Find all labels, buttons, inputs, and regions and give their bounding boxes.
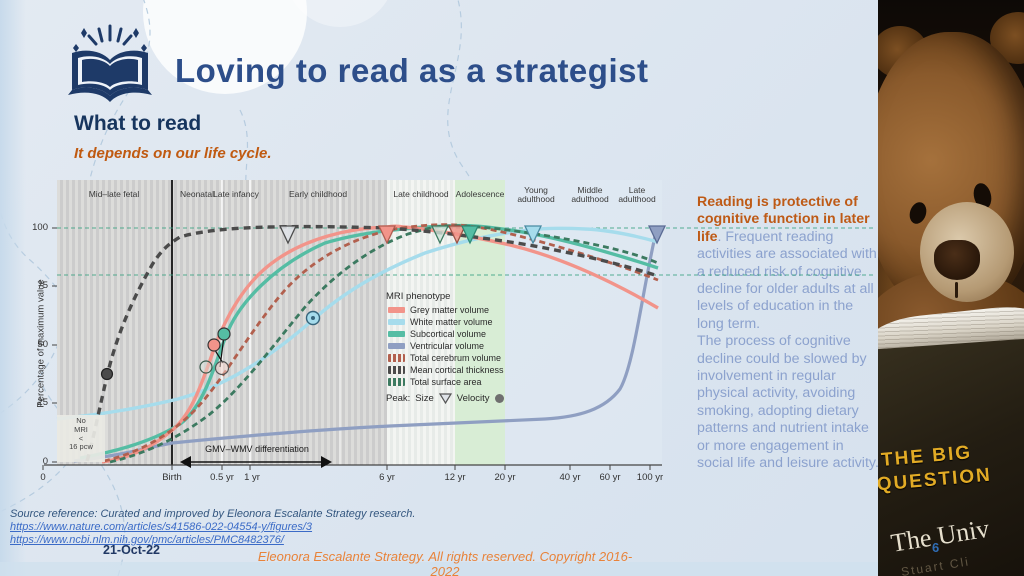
peak-velocity-label: Velocity [456,393,490,404]
phase-neonatal: Neonatal [179,189,215,200]
brain-lifespan-chart: Mid–late fetal Neonatal Late infancy Ear… [30,175,880,510]
peak-size-triangle-icon [438,393,452,404]
source-link-ncbi[interactable]: https://www.ncbi.nlm.nih.gov/pmc/article… [10,534,284,546]
tagline: It depends on our life cycle. [74,145,272,162]
phase-late-infancy: Late infancy [213,189,259,200]
chart-plot-svg [42,180,876,470]
side-note-lead-rest: . Frequent reading activities are associ… [697,228,877,332]
bear-mouth [955,282,958,298]
source-reference-line: Source reference: Curated and improved b… [10,508,416,520]
legend-swatch-grey-matter [388,307,405,313]
page-title: Loving to read as a strategist [175,52,649,89]
xtick-20yr: 20 yr [494,472,516,483]
copyright-footer: Eleonora Escalante Strategy. All rights … [257,549,633,576]
xtick-40yr: 40 yr [559,472,581,483]
side-note-paragraph-1: Reading is protective of cognitive funct… [697,194,881,333]
legend-label: Mean cortical thickness [410,365,504,375]
book-cover: THE BIG QUESTION The Univ Stuart Cli [878,337,1024,576]
legend-title: MRI phenotype [386,291,451,302]
ytick-0: 0 [42,456,48,467]
side-note-lead: Reading is protective of cognitive funct… [697,194,870,245]
xtick-6yr: 6 yr [379,472,395,483]
legend-label: Subcortical volume [410,329,487,339]
legend-label: Ventricular volume [410,341,485,351]
no-mri-note: No MRI < 16 pcw [57,415,105,462]
book-author: Stuart Cli [900,554,971,576]
xtick-12yr: 12 yr [444,472,466,483]
source-link-nature[interactable]: https://www.nature.com/articles/s41586-0… [10,521,313,533]
section-heading: What to read [74,112,202,135]
peak-label: Peak: [386,393,411,404]
book-subtitle: The Univ [888,513,992,558]
legend-swatch-cortical-thickness [388,366,405,374]
ytick-75: 75 [37,280,48,291]
phase-adolescence: Adolescence [455,189,505,200]
legend-label: Total cerebrum volume [410,353,502,363]
phase-late-childhood: Late childhood [393,189,449,200]
teddy-bear-photo: THE BIG QUESTION The Univ Stuart Cli 6 [878,0,1024,576]
peak-size-label: Size [415,393,434,404]
bottom-edge-band [0,562,878,576]
left-edge-gradient [0,0,26,576]
legend-swatch-surface-area [388,378,405,386]
xtick-60yr: 60 yr [599,472,621,483]
xtick-100yr: 100 yr [636,472,664,483]
legend-swatch-cerebrum [388,354,405,362]
side-note: Reading is protective of cognitive funct… [697,194,881,473]
gmv-wmv-annotation: GMV–WMV differentiation [205,444,309,454]
ytick-100: 100 [32,222,48,233]
legend-swatch-subcortical [388,331,405,337]
open-book-sparkles-icon [68,24,152,102]
legend-label: White matter volume [410,317,493,327]
xtick-0-5yr: 0.5 yr [210,472,234,483]
xtick-birth: Birth [162,472,182,483]
legend-label: Grey matter volume [410,305,490,315]
phase-young-adulthood: Young adulthood [517,184,555,204]
side-note-paragraph-2: The process of cognitive decline could b… [697,333,879,472]
phase-mid-late-fetal: Mid–late fetal [88,189,140,200]
phase-early-childhood: Early childhood [288,189,348,200]
legend-swatch-ventricular [388,343,405,349]
ytick-50: 50 [37,339,48,350]
xtick-1yr: 1 yr [244,472,260,483]
peak-velocity-circle-icon [494,394,504,403]
chart-legend: MRI phenotype Grey matter volume White m… [386,291,504,404]
y-axis-title: Percentage of maximum value [35,279,47,408]
phase-late-adulthood: Late adulthood [618,184,656,204]
legend-label: Total surface area [410,377,482,387]
legend-swatch-white-matter [388,319,405,325]
phase-middle-adulthood: Middle adulthood [571,184,609,204]
bear-nose [934,240,980,280]
xtick-0: 0 [40,472,46,483]
ytick-25: 25 [37,397,48,408]
slide-page-number: 6 [932,540,940,555]
slide-date: 21-Oct-22 [103,543,160,557]
